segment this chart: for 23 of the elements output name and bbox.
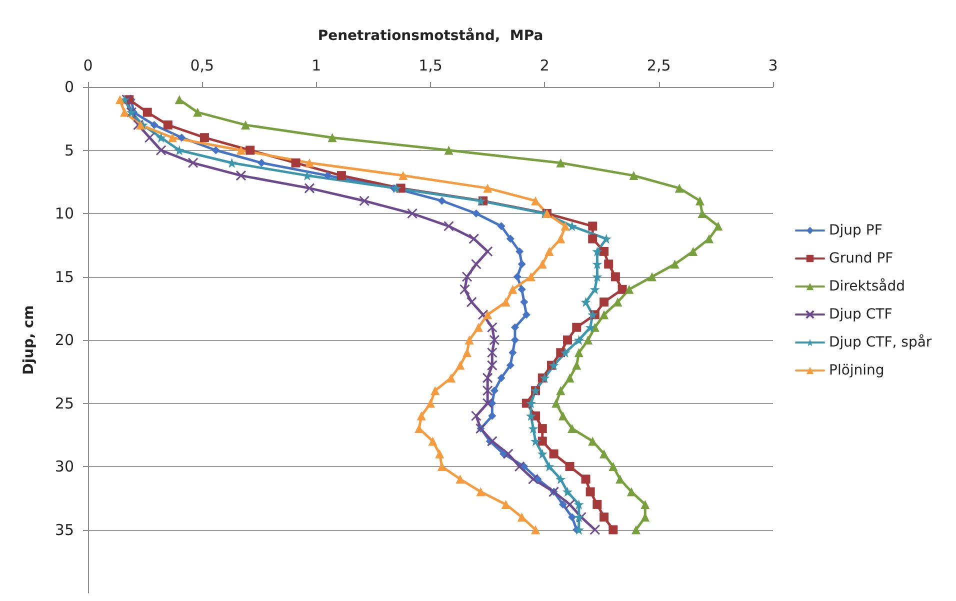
legend-label: Djup CTF <box>829 306 892 322</box>
y-tick-label: 10 <box>54 204 74 222</box>
y-tick-label: 35 <box>54 520 74 539</box>
legend-label: Plöjning <box>829 362 884 378</box>
legend-label: Grund PF <box>829 250 894 266</box>
legend-label: Direktsådd <box>829 278 905 294</box>
y-tick-label: 25 <box>54 394 74 412</box>
y-tick-label: 0 <box>64 78 74 96</box>
x-tick-label: 1 <box>312 56 322 74</box>
x-tick-label: 0 <box>83 56 93 74</box>
y-tick-label: 20 <box>54 331 74 349</box>
y-tick-label: 15 <box>54 268 74 286</box>
x-tick-label: 1,5 <box>418 56 442 74</box>
x-tick-label: 2 <box>540 56 550 74</box>
y-axis-title: Djup, cm <box>21 305 37 375</box>
y-tick-label: 5 <box>64 141 74 160</box>
legend-label: Djup PF <box>829 222 882 238</box>
x-tick-label: 0,5 <box>190 56 214 74</box>
x-axis-title: Penetrationsmotstånd, MPa <box>318 27 544 44</box>
legend-label: Djup CTF, spår <box>829 334 932 350</box>
x-tick-label: 2,5 <box>646 56 671 74</box>
y-tick-label: 30 <box>54 458 74 476</box>
x-tick-label: 3 <box>768 56 778 74</box>
